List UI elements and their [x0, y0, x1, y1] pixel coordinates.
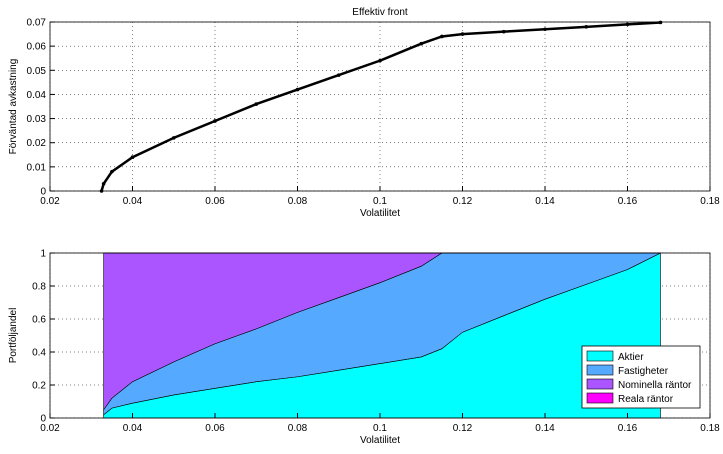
frontier-point: [130, 155, 135, 159]
x-tick-label: 0.08: [288, 196, 308, 207]
frontier-point: [543, 27, 547, 32]
frontier-point: [254, 102, 259, 106]
legend-label: Reala räntor: [618, 394, 674, 405]
frontier-point: [501, 29, 506, 34]
x-tick-label: 0.16: [618, 196, 638, 207]
x-tick-label: 0.06: [205, 423, 225, 434]
frontier-point: [440, 34, 444, 39]
frontier-point: [658, 20, 663, 25]
x-tick-label: 0.02: [40, 196, 60, 207]
x-tick-label: 0.14: [535, 423, 555, 434]
y-axis-label: Förväntad avkastning: [8, 59, 19, 155]
x-tick-label: 0.18: [700, 423, 720, 434]
y-axis-label: Portföljandel: [8, 308, 19, 364]
x-tick-label: 0.12: [453, 196, 473, 207]
frontier-point: [625, 22, 630, 27]
legend-swatch: [586, 350, 614, 362]
x-tick-label: 0.18: [700, 196, 720, 207]
y-tick-label: 0.06: [27, 42, 47, 53]
frontier-point: [378, 58, 382, 63]
y-tick-label: 0.01: [27, 162, 47, 173]
x-tick-label: 0.14: [535, 196, 555, 207]
y-tick-label: 0: [40, 187, 46, 198]
legend-swatch: [586, 378, 614, 390]
x-tick-label: 0.08: [288, 423, 308, 434]
legend-swatch: [586, 364, 614, 376]
frontier-point: [460, 32, 465, 36]
legend-swatch: [586, 392, 614, 404]
x-tick-label: 0.16: [618, 423, 638, 434]
x-tick-label: 0.12: [453, 423, 473, 434]
frontier-point: [295, 87, 300, 92]
frontier-point: [213, 119, 217, 123]
y-tick-label: 0.07: [27, 18, 47, 29]
y-tick-label: 0.05: [27, 66, 47, 77]
frontier-point: [336, 73, 341, 77]
y-tick-label: 0.04: [27, 90, 47, 101]
x-tick-label: 0.1: [373, 423, 387, 434]
legend-label: Nominella räntor: [618, 380, 692, 391]
x-tick-label: 0.04: [123, 423, 143, 434]
y-tick-label: 0.8: [32, 282, 46, 293]
y-tick-label: 0.4: [32, 348, 46, 359]
x-tick-label: 0.1: [373, 196, 387, 207]
x-axis-label: Volatilitet: [360, 435, 400, 446]
frontier-point: [419, 41, 424, 46]
y-tick-label: 0: [40, 414, 46, 425]
y-tick-label: 0.6: [32, 315, 46, 326]
y-tick-label: 1: [40, 249, 46, 260]
frontier-point: [584, 25, 589, 29]
x-tick-label: 0.02: [40, 423, 60, 434]
frontier-point: [101, 181, 106, 186]
y-tick-label: 0.03: [27, 114, 47, 125]
chart-title: Effektiv front: [352, 7, 408, 18]
frontier-point: [171, 136, 176, 140]
x-tick-label: 0.06: [205, 196, 225, 207]
y-tick-label: 0.2: [32, 381, 46, 392]
frontier-line: [100, 21, 661, 192]
legend-label: Aktier: [618, 352, 644, 363]
y-tick-label: 0.02: [27, 138, 47, 149]
legend-label: Fastigheter: [618, 366, 669, 377]
frontier-point: [110, 169, 114, 174]
x-tick-label: 0.04: [123, 196, 143, 207]
x-axis-label: Volatilitet: [360, 208, 400, 219]
